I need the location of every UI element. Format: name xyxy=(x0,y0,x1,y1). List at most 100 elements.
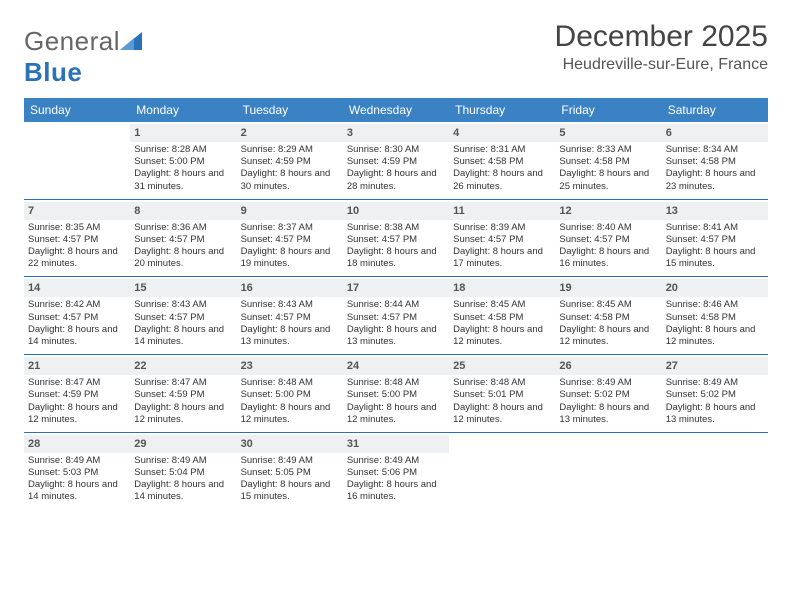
day-details: Sunrise: 8:45 AMSunset: 4:58 PMDaylight:… xyxy=(559,299,657,348)
sunrise-text: Sunrise: 8:41 AM xyxy=(666,222,764,234)
day-cell: 17Sunrise: 8:44 AMSunset: 4:57 PMDayligh… xyxy=(343,277,449,354)
sunset-text: Sunset: 5:00 PM xyxy=(134,156,232,168)
daylight-text: Daylight: 8 hours and 18 minutes. xyxy=(347,246,445,270)
day-number: 27 xyxy=(662,357,768,375)
week-row: 14Sunrise: 8:42 AMSunset: 4:57 PMDayligh… xyxy=(24,277,768,354)
daylight-text: Daylight: 8 hours and 30 minutes. xyxy=(241,168,339,192)
day-cell: 2Sunrise: 8:29 AMSunset: 4:59 PMDaylight… xyxy=(237,122,343,199)
day-cell: 3 Sunrise: 8:30 AMSunset: 4:59 PMDaylight… xyxy=(343,122,449,199)
day-number: 31 xyxy=(343,435,449,453)
day-cell: 22Sunrise: 8:47 AMSunset: 4:59 PMDayligh… xyxy=(130,355,236,432)
sunset-text: Sunset: 4:58 PM xyxy=(666,156,764,168)
daylight-text: Daylight: 8 hours and 28 minutes. xyxy=(347,168,445,192)
daylight-text: Daylight: 8 hours and 15 minutes. xyxy=(241,479,339,503)
sunset-text: Sunset: 4:59 PM xyxy=(347,156,445,168)
sunrise-text: Sunrise: 8:37 AM xyxy=(241,222,339,234)
day-details: Sunrise: 8:37 AMSunset: 4:57 PMDaylight:… xyxy=(241,222,339,271)
daylight-text: Daylight: 8 hours and 12 minutes. xyxy=(666,324,764,348)
day-number: 3 xyxy=(343,124,449,142)
day-details: Sunrise: 8:49 AMSunset: 5:04 PMDaylight:… xyxy=(134,455,232,504)
day-cell: 25Sunrise: 8:48 AMSunset: 5:01 PMDayligh… xyxy=(449,355,555,432)
sunrise-text: Sunrise: 8:35 AM xyxy=(28,222,126,234)
sunset-text: Sunset: 4:57 PM xyxy=(559,234,657,246)
daylight-text: Daylight: 8 hours and 15 minutes. xyxy=(666,246,764,270)
day-number: 19 xyxy=(555,279,661,297)
day-header: Thursday xyxy=(449,98,555,122)
daylight-text: Daylight: 8 hours and 20 minutes. xyxy=(134,246,232,270)
day-cell: 31 Sunrise: 8:49 AMSunset: 5:06 PMDayligh… xyxy=(343,433,449,510)
day-header: Wednesday xyxy=(343,98,449,122)
day-cell: · xyxy=(662,433,768,510)
day-number: 15 xyxy=(130,279,236,297)
header: GeneralBlue December 2025 Heudreville-su… xyxy=(24,20,768,88)
day-details: Sunrise: 8:48 AMSunset: 5:00 PMDaylight:… xyxy=(241,377,339,426)
daylight-text: Daylight: 8 hours and 19 minutes. xyxy=(241,246,339,270)
brand-part2: Blue xyxy=(24,57,82,87)
day-cell: 11Sunrise: 8:39 AMSunset: 4:57 PMDayligh… xyxy=(449,200,555,277)
daylight-text: Daylight: 8 hours and 16 minutes. xyxy=(347,479,445,503)
day-details: Sunrise: 8:49 AMSunset: 5:02 PMDaylight:… xyxy=(666,377,764,426)
day-details: Sunrise: 8:30 AMSunset: 4:59 PMDaylight:… xyxy=(347,144,445,193)
day-details: Sunrise: 8:49 AMSunset: 5:06 PMDaylight:… xyxy=(347,455,445,504)
sunrise-text: Sunrise: 8:49 AM xyxy=(347,455,445,467)
day-details: Sunrise: 8:49 AMSunset: 5:05 PMDaylight:… xyxy=(241,455,339,504)
day-details: Sunrise: 8:36 AMSunset: 4:57 PMDaylight:… xyxy=(134,222,232,271)
day-details: Sunrise: 8:49 AMSunset: 5:03 PMDaylight:… xyxy=(28,455,126,504)
sunrise-text: Sunrise: 8:49 AM xyxy=(241,455,339,467)
day-number: 13 xyxy=(662,202,768,220)
daylight-text: Daylight: 8 hours and 25 minutes. xyxy=(559,168,657,192)
sunrise-text: Sunrise: 8:42 AM xyxy=(28,299,126,311)
sunrise-text: Sunrise: 8:45 AM xyxy=(559,299,657,311)
sunset-text: Sunset: 4:58 PM xyxy=(666,312,764,324)
daylight-text: Daylight: 8 hours and 12 minutes. xyxy=(453,324,551,348)
daylight-text: Daylight: 8 hours and 14 minutes. xyxy=(28,324,126,348)
day-number: 29 xyxy=(130,435,236,453)
sunset-text: Sunset: 4:59 PM xyxy=(28,389,126,401)
sunrise-text: Sunrise: 8:46 AM xyxy=(666,299,764,311)
sunset-text: Sunset: 4:57 PM xyxy=(347,234,445,246)
day-cell: 1Sunrise: 8:28 AMSunset: 5:00 PMDaylight… xyxy=(130,122,236,199)
day-number: 18 xyxy=(449,279,555,297)
sunrise-text: Sunrise: 8:48 AM xyxy=(347,377,445,389)
sunrise-text: Sunrise: 8:45 AM xyxy=(453,299,551,311)
sunrise-text: Sunrise: 8:29 AM xyxy=(241,144,339,156)
day-cell: 20 Sunrise: 8:46 AMSunset: 4:58 PMDayligh… xyxy=(662,277,768,354)
sunset-text: Sunset: 4:57 PM xyxy=(666,234,764,246)
daylight-text: Daylight: 8 hours and 14 minutes. xyxy=(28,479,126,503)
day-cell: 29 Sunrise: 8:49 AMSunset: 5:04 PMDayligh… xyxy=(130,433,236,510)
day-number: 21 xyxy=(24,357,130,375)
day-number: 17 xyxy=(343,279,449,297)
day-details: Sunrise: 8:34 AMSunset: 4:58 PMDaylight:… xyxy=(666,144,764,193)
daylight-text: Daylight: 8 hours and 14 minutes. xyxy=(134,479,232,503)
sunset-text: Sunset: 5:01 PM xyxy=(453,389,551,401)
day-number: 7 xyxy=(24,202,130,220)
brand-part1: General xyxy=(24,26,120,56)
daylight-text: Daylight: 8 hours and 12 minutes. xyxy=(347,402,445,426)
daylight-text: Daylight: 8 hours and 31 minutes. xyxy=(134,168,232,192)
daylight-text: Daylight: 8 hours and 12 minutes. xyxy=(453,402,551,426)
day-details: Sunrise: 8:38 AMSunset: 4:57 PMDaylight:… xyxy=(347,222,445,271)
sunrise-text: Sunrise: 8:49 AM xyxy=(134,455,232,467)
sunset-text: Sunset: 5:00 PM xyxy=(347,389,445,401)
sunrise-text: Sunrise: 8:48 AM xyxy=(241,377,339,389)
sunrise-text: Sunrise: 8:48 AM xyxy=(453,377,551,389)
day-details: Sunrise: 8:47 AMSunset: 4:59 PMDaylight:… xyxy=(28,377,126,426)
location-text: Heudreville-sur-Eure, France xyxy=(555,56,768,74)
day-details: Sunrise: 8:47 AMSunset: 4:59 PMDaylight:… xyxy=(134,377,232,426)
sunrise-text: Sunrise: 8:40 AM xyxy=(559,222,657,234)
daylight-text: Daylight: 8 hours and 13 minutes. xyxy=(241,324,339,348)
day-header: Saturday xyxy=(662,98,768,122)
month-title: December 2025 xyxy=(555,20,768,54)
sunrise-text: Sunrise: 8:49 AM xyxy=(666,377,764,389)
day-number: 20 xyxy=(662,279,768,297)
day-cell: 8Sunrise: 8:36 AMSunset: 4:57 PMDaylight… xyxy=(130,200,236,277)
daylight-text: Daylight: 8 hours and 12 minutes. xyxy=(134,402,232,426)
day-details: Sunrise: 8:41 AMSunset: 4:57 PMDaylight:… xyxy=(666,222,764,271)
day-details: Sunrise: 8:49 AMSunset: 5:02 PMDaylight:… xyxy=(559,377,657,426)
daylight-text: Daylight: 8 hours and 13 minutes. xyxy=(347,324,445,348)
brand-text: GeneralBlue xyxy=(24,26,142,88)
day-cell: · xyxy=(449,433,555,510)
day-details: Sunrise: 8:45 AMSunset: 4:58 PMDaylight:… xyxy=(453,299,551,348)
day-cell: 28Sunrise: 8:49 AMSunset: 5:03 PMDayligh… xyxy=(24,433,130,510)
week-row: 21Sunrise: 8:47 AMSunset: 4:59 PMDayligh… xyxy=(24,355,768,432)
